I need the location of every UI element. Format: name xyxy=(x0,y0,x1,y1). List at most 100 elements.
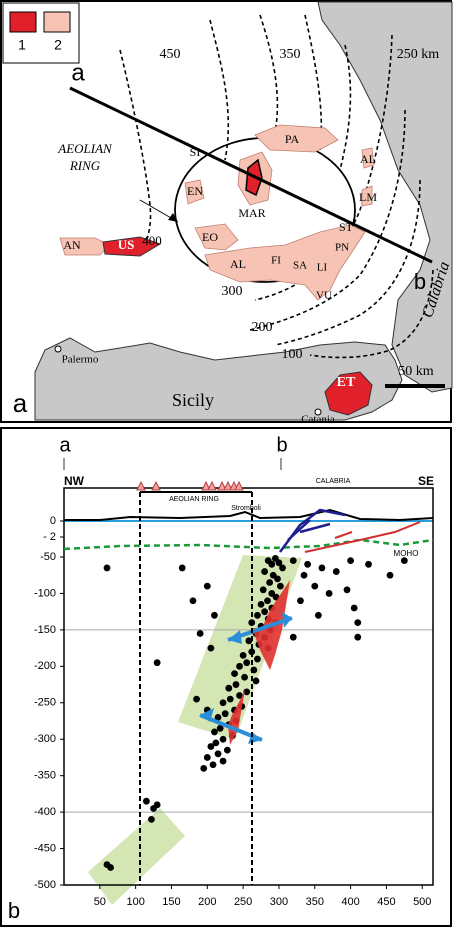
map-label: AL xyxy=(360,152,376,166)
earthquake xyxy=(354,633,362,641)
sicily-land xyxy=(34,337,403,421)
earthquake xyxy=(211,728,218,736)
earthquake xyxy=(203,582,211,590)
map-label: 300 xyxy=(222,284,243,299)
earthquake xyxy=(219,735,227,743)
etna xyxy=(324,371,373,416)
x-tick-label: 500 xyxy=(413,896,431,908)
earthquake xyxy=(332,568,340,575)
x-tick-label: 400 xyxy=(341,896,359,908)
earthquake xyxy=(268,560,276,568)
section-panel: 0 - 2 -50 -100 -150 -200 -250 -300 -350 -400 -450 -… xyxy=(0,427,452,927)
map-label: FI xyxy=(271,255,281,267)
map-label: a xyxy=(71,59,85,86)
volcanoes xyxy=(136,480,244,491)
earthquake xyxy=(196,630,204,637)
earthquake xyxy=(107,864,114,871)
map-label: 250 km xyxy=(397,47,440,62)
earthquake xyxy=(266,579,274,586)
earthquake xyxy=(219,699,227,707)
profile-marker: a xyxy=(59,434,71,456)
map-label: 400 xyxy=(142,233,162,248)
y-tick-label: - 2 xyxy=(43,531,56,543)
earthquake xyxy=(289,633,297,641)
y-tick-label: -450 xyxy=(34,842,56,854)
earthquake xyxy=(276,582,284,590)
earthquake xyxy=(243,688,251,696)
y-tick-label: -400 xyxy=(34,806,56,818)
map-label: ST xyxy=(339,220,354,234)
slab-stress xyxy=(228,690,245,745)
y-tick-label: -50 xyxy=(40,551,56,563)
direction-label: SE xyxy=(418,474,434,488)
earthquake xyxy=(214,750,222,758)
earthquake xyxy=(232,681,240,688)
earthquake xyxy=(261,568,269,575)
x-tick-label: 300 xyxy=(270,896,288,908)
map-label: 350 xyxy=(280,47,301,62)
slab-deep xyxy=(88,808,185,905)
earthquake xyxy=(354,619,362,626)
x-tick-label: 200 xyxy=(198,896,216,908)
map-label: LM xyxy=(359,190,377,204)
volcanic-areas xyxy=(59,124,375,301)
map-label: PA xyxy=(285,132,300,146)
y-tick-label: -250 xyxy=(34,697,56,709)
volcano-label: Stromboli xyxy=(231,505,261,512)
earthquake xyxy=(226,695,234,703)
earthquake xyxy=(259,586,267,594)
earthquake xyxy=(252,677,260,685)
earthquake xyxy=(254,655,261,663)
map-label: EO xyxy=(202,230,218,244)
y-tick-label: -200 xyxy=(34,660,56,672)
map-panel: 1 2 a a 450 350 250 km AEOLIAN RING SI PA AL EN MA… xyxy=(0,0,453,426)
profile-line xyxy=(69,86,433,264)
y-tick-label: -500 xyxy=(34,879,56,891)
y-tick-label: -300 xyxy=(34,733,56,745)
slab xyxy=(178,555,302,740)
map-label: 200 xyxy=(252,320,273,335)
x-tick-label: 450 xyxy=(377,896,395,908)
map-label: EN xyxy=(187,184,203,198)
earthquake xyxy=(347,557,355,565)
map-label: Palermo xyxy=(62,354,99,366)
y-tick-label: -350 xyxy=(34,770,56,782)
topography xyxy=(64,508,434,522)
earthquake xyxy=(189,597,197,605)
legend-swatch xyxy=(43,11,71,33)
x-tick-label: 50 xyxy=(94,896,106,908)
x-tick-label: 150 xyxy=(162,896,180,908)
calabria-land xyxy=(317,1,453,393)
y-tick-label: -150 xyxy=(34,624,56,636)
earthquake xyxy=(223,746,231,754)
earthquake xyxy=(279,564,286,572)
direction-label: NW xyxy=(64,474,85,488)
calabria-structure xyxy=(278,508,346,553)
earthquake xyxy=(318,564,326,572)
earthquake xyxy=(153,801,161,809)
x-tick-label: 350 xyxy=(306,896,324,908)
earthquake xyxy=(275,559,283,567)
map-label: b xyxy=(414,269,426,294)
plot-frame xyxy=(63,487,434,886)
earthquake xyxy=(400,557,408,565)
earthquake xyxy=(365,560,372,568)
map-label: LI xyxy=(317,262,328,274)
map-label: AL xyxy=(230,257,246,271)
region-label: CALABRIA xyxy=(316,478,351,485)
y-tick-label: 0 xyxy=(50,515,56,527)
earthquake xyxy=(231,670,238,678)
panel-label: a xyxy=(13,388,28,418)
earthquake xyxy=(236,692,243,699)
x-tick-label: 100 xyxy=(126,896,144,908)
earthquake xyxy=(386,571,394,579)
earthquake xyxy=(314,611,322,619)
earthquake xyxy=(254,611,261,619)
earthquake xyxy=(241,673,248,681)
earthquake xyxy=(203,754,211,761)
palermo-dot xyxy=(54,345,62,353)
earthquake xyxy=(257,600,265,608)
earthquake xyxy=(221,710,229,718)
